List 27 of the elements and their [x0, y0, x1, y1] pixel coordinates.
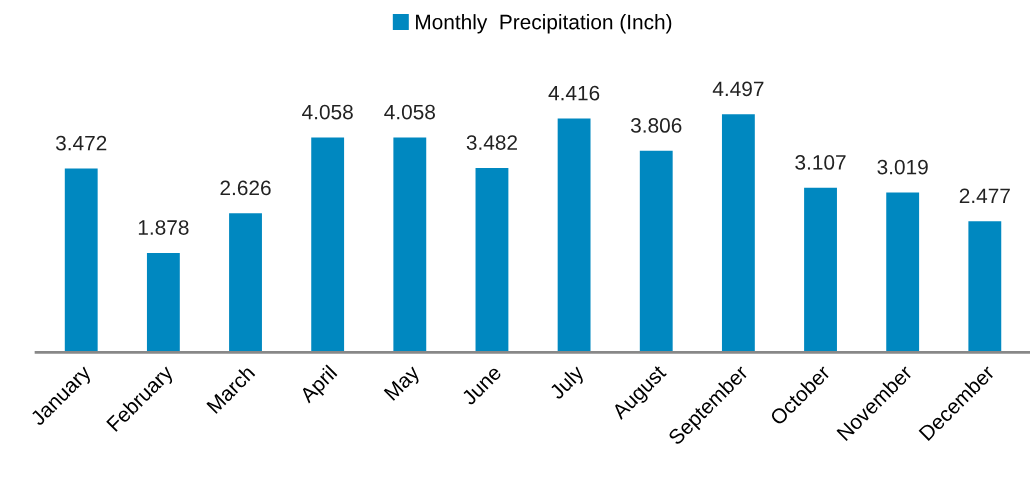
x-tick-label: July — [548, 363, 588, 404]
data-label: 3.019 — [877, 159, 928, 175]
bar — [229, 213, 262, 353]
bar — [639, 150, 673, 353]
data-label: 3.482 — [466, 135, 517, 150]
bar — [146, 252, 180, 353]
bar — [557, 118, 591, 353]
bar — [311, 137, 345, 353]
bar — [475, 167, 509, 353]
data-label: 1.878 — [138, 220, 189, 235]
x-tick-label: May — [383, 364, 424, 404]
data-label: 3.806 — [630, 118, 682, 133]
bar — [804, 187, 837, 353]
data-label: 4.058 — [384, 104, 435, 120]
data-label: 2.477 — [959, 188, 1010, 203]
bar — [393, 137, 427, 353]
data-label: 4.416 — [548, 85, 600, 101]
bar — [64, 168, 98, 353]
data-label: 4.497 — [712, 81, 764, 97]
data-label: 3.472 — [55, 135, 107, 151]
bar — [886, 192, 920, 353]
data-label: 2.626 — [220, 180, 271, 196]
bar — [721, 114, 755, 353]
data-label: 3.107 — [795, 155, 846, 170]
bar — [968, 221, 1002, 353]
data-label: 4.058 — [302, 104, 353, 120]
legend-label: Monthly Precipitation (Inch) — [416, 14, 672, 34]
